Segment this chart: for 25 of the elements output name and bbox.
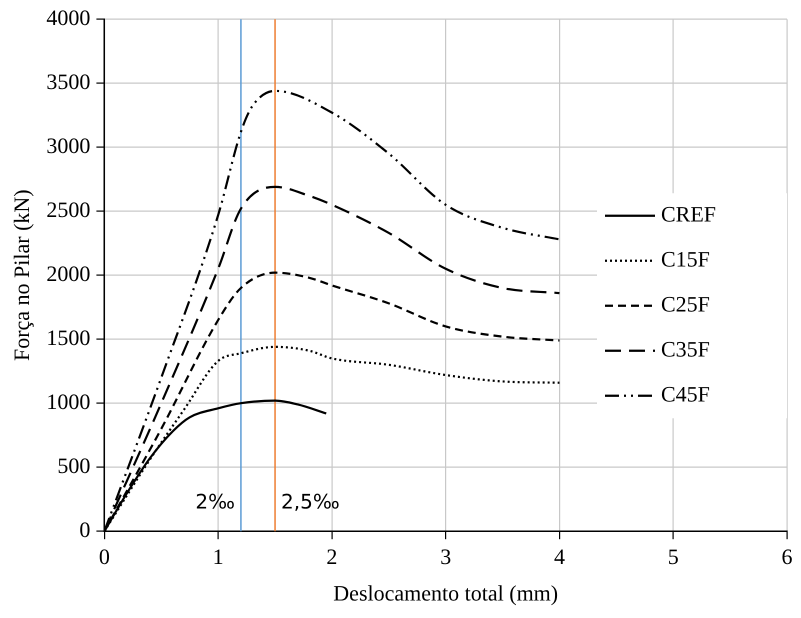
x-tick-label: 3 — [440, 544, 452, 570]
ref-line-label: 2,5‰ — [281, 489, 340, 514]
y-tick-label: 1000 — [46, 388, 90, 414]
y-tick-label: 3000 — [46, 132, 90, 158]
y-tick-label: 4000 — [46, 4, 90, 30]
y-tick-label: 2000 — [46, 260, 90, 286]
y-tick-label: 0 — [79, 516, 90, 542]
legend-label: C35F — [661, 336, 710, 362]
y-axis-title: Força no Pilar (kN) — [8, 189, 34, 362]
legend-label: CREF — [661, 202, 716, 227]
x-tick-label: 4 — [554, 544, 565, 570]
ref-line-label: 2‰ — [195, 489, 235, 514]
legend-label: C15F — [661, 246, 710, 272]
y-tick-label: 2500 — [46, 196, 90, 222]
x-tick-label: 1 — [212, 544, 224, 570]
x-tick-label: 5 — [668, 544, 679, 570]
x-axis-title: Deslocamento total (mm) — [333, 580, 558, 606]
legend-label: C25F — [661, 292, 710, 317]
y-tick-label: 3500 — [46, 68, 90, 94]
x-tick-label: 2 — [326, 544, 338, 570]
legend-label: C45F — [661, 382, 710, 407]
y-tick-label: 500 — [57, 452, 90, 478]
y-tick-label: 1500 — [46, 324, 90, 350]
x-tick-label: 0 — [98, 544, 110, 570]
x-tick-label: 6 — [782, 544, 792, 570]
